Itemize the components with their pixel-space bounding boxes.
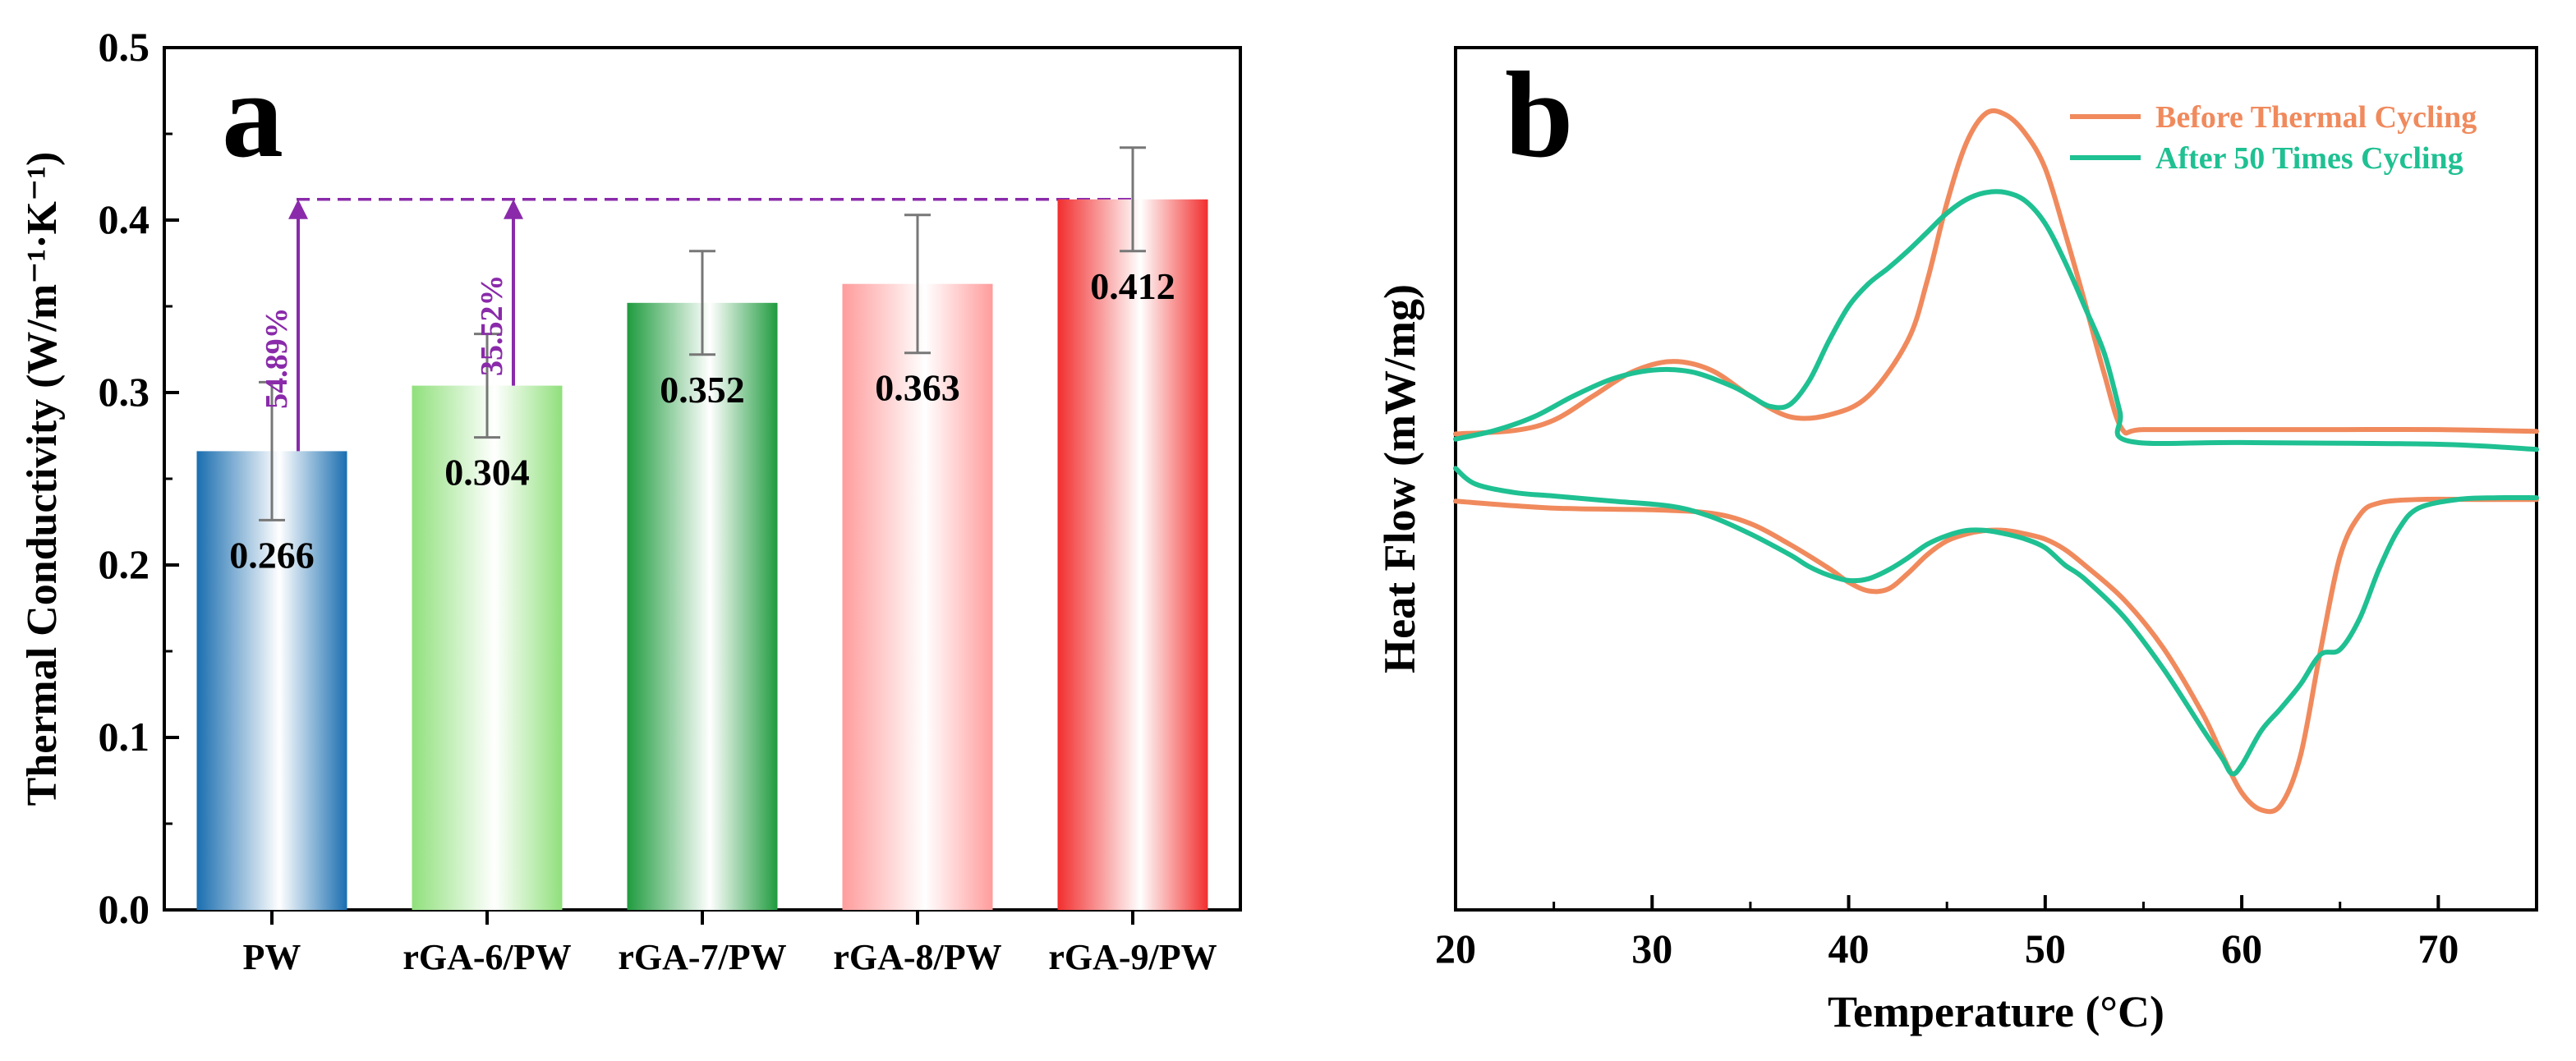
- x-tick-label: rGA-9/PW: [1048, 937, 1217, 977]
- x-tick-label: rGA-7/PW: [618, 937, 786, 977]
- bar: [627, 302, 778, 910]
- panel-b-line-chart: 20 30 40 50 60 70 Before Thermal Cycling After…: [1375, 46, 2539, 1036]
- bar-value-label: 0.412: [1090, 265, 1175, 307]
- bar: [1057, 199, 1208, 911]
- bar-value-label: 0.363: [875, 367, 960, 409]
- x-tick-label: 50: [2025, 926, 2066, 971]
- x-tick-label: 20: [1435, 926, 1476, 971]
- x-tick-label: 40: [1828, 926, 1870, 971]
- x-tick-label: 60: [2221, 926, 2262, 971]
- bar: [842, 283, 993, 910]
- bar-value-label: 0.304: [444, 452, 530, 494]
- panel-a-bar-chart: 0.266 0.304 0.352 0.363 0.412 54.89% 35.52% 0…: [19, 24, 1242, 977]
- bar-value-label: 0.266: [229, 534, 315, 576]
- annotation-percent-label: 35.52%: [475, 274, 509, 376]
- x-tick-label: rGA-6/PW: [402, 937, 571, 977]
- panel-a-label: a: [222, 47, 283, 183]
- x-tick-label: rGA-8/PW: [833, 937, 1001, 977]
- annotation-arrowhead: [288, 199, 308, 219]
- panel-b-plot-frame: [1454, 46, 2538, 912]
- series-line: [1453, 496, 2539, 815]
- legend-entry: Before Thermal Cycling: [2155, 100, 2477, 135]
- y-tick-label: 0.2: [99, 541, 150, 587]
- y-tick-label: 0.3: [99, 369, 150, 415]
- series-line: [1453, 189, 2539, 452]
- y-tick-label: 0.4: [99, 196, 150, 242]
- x-tick-label: 70: [2417, 926, 2459, 971]
- y-tick-label: 0.5: [99, 24, 150, 70]
- series-line: [1453, 466, 2539, 777]
- panel-b-y-axis-label: Heat Flow (mW/mg): [1375, 284, 1424, 673]
- legend-entry: After 50 Times Cycling: [2155, 141, 2463, 176]
- x-tick-label: PW: [243, 937, 301, 977]
- y-tick-label: 0.0: [99, 886, 150, 932]
- bar: [412, 385, 563, 911]
- bar-value-label: 0.352: [660, 369, 745, 411]
- panel-b-label: b: [1505, 47, 1573, 183]
- panel-a-y-axis-label: Thermal Conductivity (W/m⁻¹·K⁻¹): [19, 152, 66, 806]
- y-tick-label: 0.1: [99, 714, 150, 760]
- series-line: [1453, 108, 2539, 437]
- annotation-percent-label: 54.89%: [260, 307, 294, 409]
- bar: [196, 451, 347, 910]
- annotation-arrowhead: [504, 199, 523, 219]
- x-tick-label: 30: [1631, 926, 1672, 971]
- panel-b-x-axis-label: Temperature (°C): [1828, 987, 2164, 1036]
